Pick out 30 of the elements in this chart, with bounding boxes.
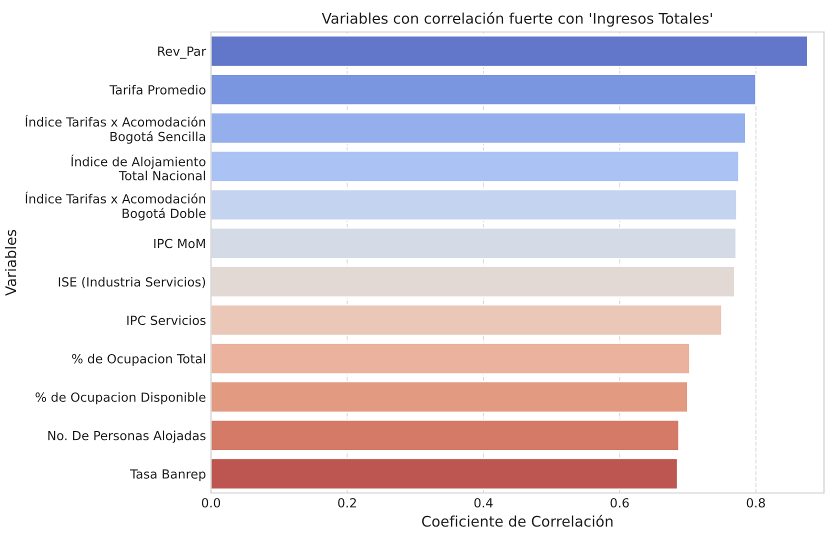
bar <box>211 35 808 68</box>
x-tick-label: 0.6 <box>610 498 629 508</box>
x-tick-label: 0.2 <box>338 498 356 508</box>
bar <box>211 380 688 414</box>
y-tick-label: Índice Tarifas x Acomodación Bogotá Sencilla <box>26 114 206 144</box>
y-tick-label: IPC MoM <box>154 238 205 248</box>
chart-title: Variables con correlación fuerte con 'Ingresos Totales' <box>322 12 712 27</box>
x-tick-label: 0.0 <box>202 498 220 508</box>
y-tick-label: Tarifa Promedio <box>109 84 206 95</box>
bar <box>211 112 746 144</box>
bar <box>211 304 723 336</box>
y-tick-label: Índice de Alojamiento Total Nacional <box>71 154 206 180</box>
y-tick-label: % de Ocupacion Disponible <box>36 392 206 404</box>
y-tick-label: % de Ocupacion Total <box>72 354 205 366</box>
bar <box>211 74 757 106</box>
y-tick-label: No. De Personas Alojadas <box>48 430 206 443</box>
bar <box>211 342 691 375</box>
x-tick-label: 0.4 <box>474 498 493 508</box>
y-tick-label: IPC Servicios <box>127 315 206 326</box>
y-tick-label: Rev_Par <box>158 46 206 59</box>
bar <box>211 419 680 452</box>
bar <box>211 150 740 183</box>
y-tick-label: ISE (Industria Servicios) <box>58 276 206 288</box>
bar <box>211 188 738 221</box>
bar <box>211 458 678 490</box>
y-axis-title: Variables <box>4 230 16 296</box>
y-tick-label: Tasa Banrep <box>130 469 206 482</box>
x-tick-label: 0.8 <box>746 498 765 508</box>
x-axis-title: Coeficiente de Correlación <box>422 514 612 527</box>
y-tick-label: Índice Tarifas x Acomodación Bogotá Doble <box>26 192 206 221</box>
